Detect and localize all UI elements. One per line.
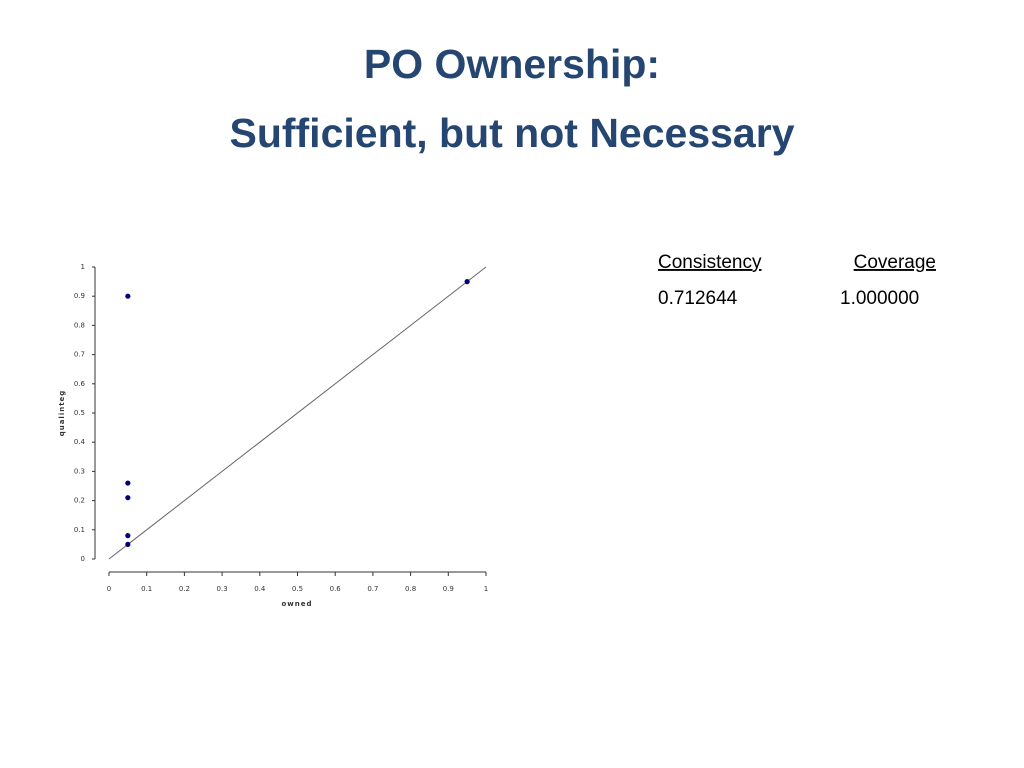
x-tick-label: 0.1: [141, 585, 152, 593]
y-tick-label: 0.7: [74, 351, 85, 359]
x-axis-label: owned: [281, 600, 312, 608]
y-tick-label: 0.8: [74, 321, 85, 329]
y-tick-label: 0.3: [74, 467, 85, 475]
point: [125, 541, 131, 548]
x-tick-label: 0: [107, 585, 111, 593]
point: [125, 495, 131, 501]
diagonal-line: [108, 266, 487, 560]
point: [125, 293, 131, 299]
x-tick-label: 0.4: [254, 585, 266, 593]
x-tick-label: 0.9: [443, 585, 454, 593]
y-tick-label: 1: [81, 263, 85, 271]
x-tick-label: 1: [484, 585, 488, 593]
x-tick-label: 0.7: [367, 585, 378, 593]
table-header: Consistency: [658, 252, 762, 273]
y-tick-label: 0.1: [74, 526, 85, 534]
y-axis-label: qualinteg: [58, 390, 66, 437]
point: [464, 279, 470, 285]
table-header: Coverage: [854, 252, 936, 273]
x-tick-label: 0.6: [330, 585, 342, 593]
x-tick-label: 0.8: [405, 585, 416, 593]
table-cell: 1.000000: [840, 288, 919, 309]
y-tick-label: 0.4: [74, 438, 86, 446]
x-tick-label: 0.2: [179, 585, 190, 593]
y-tick-label: 0.5: [74, 409, 85, 417]
y-tick-label: 0.9: [74, 292, 85, 300]
y-tick-label: 0.6: [74, 380, 86, 388]
slide-title: PO Ownership:: [364, 41, 660, 87]
y-tick-label: 0.2: [74, 497, 85, 505]
slide-title: Sufficient, but not Necessary: [229, 110, 794, 156]
table-cell: 0.712644: [658, 288, 738, 309]
y-tick-label: 0: [81, 555, 85, 563]
x-tick-label: 0.5: [292, 585, 303, 593]
point: [125, 480, 131, 486]
point: [125, 533, 131, 539]
x-tick-label: 0.3: [217, 585, 228, 593]
